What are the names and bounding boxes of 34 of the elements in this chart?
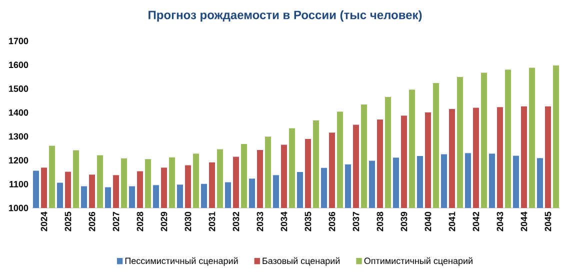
x-tick-label: 2031	[208, 212, 216, 232]
x-tick-label: 2032	[232, 212, 240, 232]
x-tick-label: 2040	[424, 212, 432, 232]
x-tick-label: 2041	[448, 212, 456, 232]
y-tick-label: 1200	[9, 157, 28, 164]
y-tick-label: 1000	[9, 204, 28, 212]
y-tick-label: 1300	[9, 133, 28, 140]
x-tick-label: 2042	[472, 212, 480, 232]
y-tick-label: 1600	[9, 62, 28, 68]
x-tick-label: 2029	[160, 212, 168, 232]
y-tick-label: 1400	[9, 109, 28, 116]
x-tick-label: 2024	[40, 212, 48, 232]
x-tick-label: 2036	[328, 212, 336, 232]
x-tick-label: 2038	[376, 212, 384, 232]
x-tick-label: 2028	[136, 212, 144, 232]
x-tick-label: 2034	[280, 212, 288, 232]
y-tick-label: 1100	[10, 180, 28, 188]
legend-label: Пессимистичный сценарий	[125, 257, 238, 266]
x-tick-label: 2045	[544, 212, 552, 232]
y-tick-label: 1700	[9, 38, 28, 44]
x-tick-label: 2027	[112, 212, 120, 232]
y-tick-label: 1500	[9, 86, 28, 92]
x-tick-label: 2044	[520, 212, 528, 232]
x-tick-label: 2025	[64, 212, 72, 232]
x-tick-label: 2033	[256, 212, 264, 232]
x-tick-label: 2026	[88, 212, 96, 232]
x-tick-label: 2037	[352, 212, 360, 232]
x-tick-label: 2039	[400, 212, 408, 232]
x-tick-label: 2035	[304, 212, 312, 232]
legend-label: Базовый сценарий	[262, 257, 340, 266]
legend-label: Оптимистичный сценарий	[364, 257, 472, 266]
chart-title: Прогноз рождаемости в России (тыс человек)	[148, 10, 422, 22]
x-tick-label: 2030	[184, 212, 192, 232]
x-tick-label: 2043	[496, 212, 504, 232]
